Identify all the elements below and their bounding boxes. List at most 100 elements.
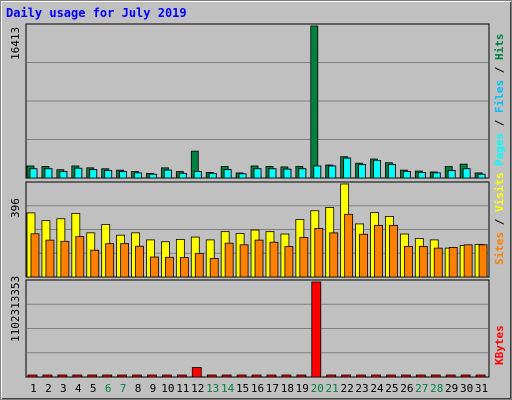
x-tick-label: 7	[120, 382, 127, 395]
x-tick-label: 19	[296, 382, 309, 395]
bar-kbytes	[430, 374, 441, 378]
bar-pages	[29, 168, 38, 179]
x-tick-label: 2	[45, 382, 52, 395]
legend-entry-hits: Hits	[493, 34, 506, 61]
bar-kbytes	[42, 374, 53, 378]
bar-pages	[343, 157, 352, 179]
bar-pages	[238, 173, 247, 179]
bar-sites	[448, 247, 458, 278]
bar-pages	[119, 171, 128, 179]
x-tick-label: 3	[60, 382, 67, 395]
axis-max-label-middle: 396	[9, 198, 22, 218]
bar-kbytes	[251, 374, 262, 378]
x-tick-label: 18	[281, 382, 294, 395]
x-tick-label: 22	[340, 382, 353, 395]
bar-kbytes	[206, 374, 217, 378]
legend-separator: /	[493, 60, 506, 80]
bar-kbytes	[281, 374, 292, 378]
bar-pages	[417, 172, 426, 179]
x-tick-label: 12	[191, 382, 204, 395]
bar-sites	[60, 240, 70, 278]
bar-kbytes	[415, 374, 426, 378]
x-tick-label: 28	[430, 382, 443, 395]
bar-pages	[477, 173, 486, 179]
bar-sites	[403, 246, 413, 278]
legend-separator: /	[493, 212, 506, 232]
x-tick-label: 1	[30, 382, 37, 395]
x-tick-label: 30	[460, 382, 473, 395]
bar-pages	[373, 160, 381, 179]
legend-entry-pages: Pages	[493, 133, 506, 166]
bar-sites	[463, 244, 473, 278]
bar-sites	[418, 246, 428, 278]
bar-kbytes	[117, 374, 128, 378]
bar-sites	[224, 242, 234, 278]
bar-sites	[389, 224, 398, 278]
bar-pages	[313, 165, 322, 179]
legend-entry-files: Files	[493, 80, 506, 113]
bar-kbytes	[386, 374, 396, 378]
x-tick-label: 15	[236, 382, 249, 395]
bar-pages	[462, 168, 471, 179]
bar-pages	[208, 172, 217, 179]
bar-sites	[284, 246, 294, 278]
bar-kbytes	[475, 374, 486, 378]
bar-sites	[329, 232, 339, 278]
bar-sites	[239, 244, 249, 278]
x-tick-label: 24	[370, 382, 384, 395]
bar-sites	[30, 233, 40, 278]
x-tick-label: 21	[326, 382, 339, 395]
bar-kbytes	[57, 374, 68, 378]
bar-kbytes	[296, 374, 307, 378]
bar-kbytes	[311, 281, 322, 378]
bar-kbytes	[147, 374, 157, 378]
bar-pages	[298, 168, 307, 179]
bar-sites	[374, 224, 383, 278]
bar-sites	[150, 256, 159, 278]
bar-kbytes	[191, 367, 202, 378]
bar-pages	[104, 170, 113, 179]
x-tick-label: 9	[150, 382, 157, 395]
bar-sites	[269, 241, 279, 278]
bar-pages	[328, 165, 337, 179]
bar-sites	[75, 236, 85, 278]
x-tick-label: 16	[251, 382, 264, 395]
bar-pages	[402, 171, 411, 179]
bar-pages	[358, 164, 366, 179]
bar-kbytes	[176, 374, 187, 378]
bar-pages	[44, 168, 53, 179]
bar-kbytes	[236, 374, 247, 378]
x-tick-label: 5	[90, 382, 97, 395]
x-tick-label: 23	[355, 382, 368, 395]
bar-kbytes	[460, 374, 471, 378]
bar-pages	[432, 172, 441, 179]
x-tick-label: 10	[161, 382, 174, 395]
bar-kbytes	[221, 374, 232, 378]
bar-sites	[105, 243, 115, 278]
bar-pages	[59, 171, 68, 179]
legend-entry-sites: Sites	[493, 232, 506, 265]
bar-sites	[120, 243, 130, 278]
bar-kbytes	[72, 374, 83, 378]
bar-sites	[359, 233, 368, 278]
bar-sites	[344, 213, 354, 278]
bar-sites	[135, 245, 144, 278]
legend-top: Pages / Files / Hits	[493, 34, 506, 167]
bar-kbytes	[326, 374, 337, 378]
x-tick-label: 31	[475, 382, 488, 395]
x-tick-label: 4	[75, 382, 82, 395]
x-tick-label: 14	[221, 382, 235, 395]
bar-pages	[74, 167, 83, 179]
bar-sites	[194, 253, 204, 278]
bar-kbytes	[102, 374, 113, 378]
bar-pages	[283, 168, 292, 179]
bar-pages	[178, 172, 187, 179]
bar-sites	[433, 247, 443, 278]
bar-pages	[447, 170, 456, 179]
bar-pages	[164, 169, 172, 179]
bar-pages	[89, 169, 98, 179]
legend-bottom: KBytes	[493, 325, 506, 365]
bar-kbytes	[162, 374, 172, 378]
x-tick-label: 20	[311, 382, 324, 395]
bar-kbytes	[371, 374, 381, 378]
